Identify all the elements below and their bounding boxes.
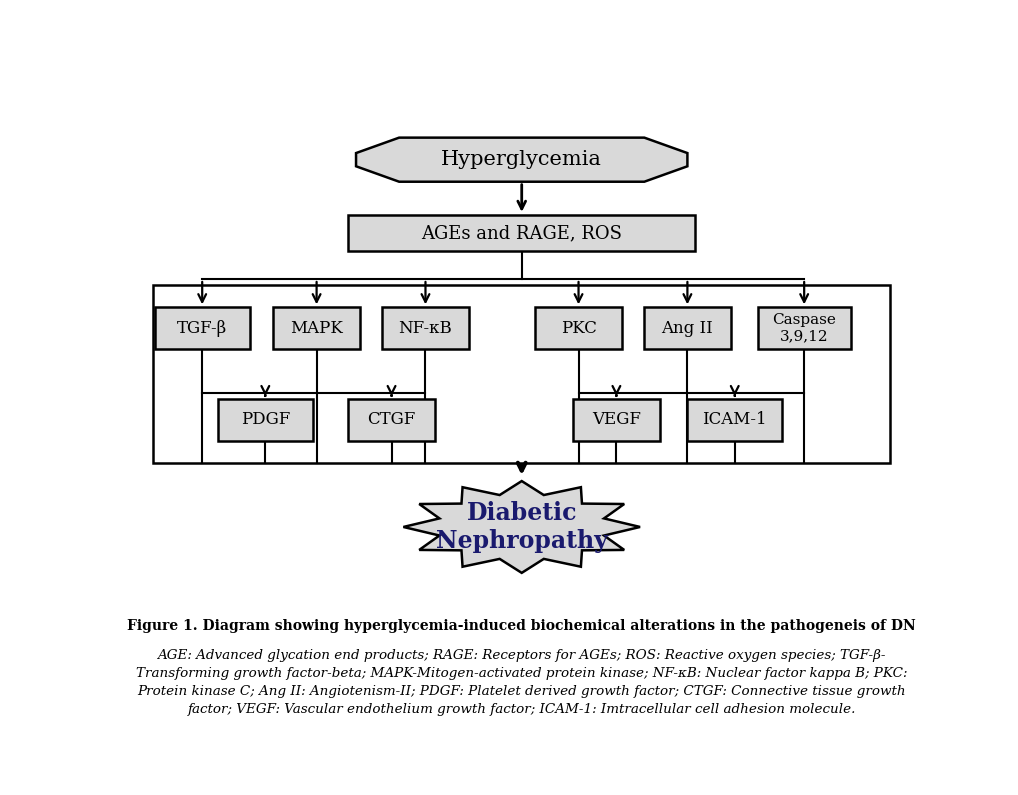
Text: Figure 1. Diagram showing hyperglycemia-induced biochemical alterations in the p: Figure 1. Diagram showing hyperglycemia-…: [127, 619, 916, 633]
Text: Ang II: Ang II: [662, 320, 714, 336]
Text: Diabetic
Nephropathy: Diabetic Nephropathy: [436, 501, 608, 553]
FancyBboxPatch shape: [757, 307, 851, 349]
FancyBboxPatch shape: [348, 399, 435, 440]
Text: ICAM-1: ICAM-1: [702, 411, 767, 429]
FancyBboxPatch shape: [218, 399, 313, 440]
FancyBboxPatch shape: [573, 399, 660, 440]
Text: Hyperglycemia: Hyperglycemia: [441, 150, 603, 169]
FancyBboxPatch shape: [535, 307, 622, 349]
FancyBboxPatch shape: [273, 307, 360, 349]
FancyBboxPatch shape: [687, 399, 782, 440]
Text: NF-κB: NF-κB: [399, 320, 452, 336]
Polygon shape: [356, 138, 687, 182]
Text: VEGF: VEGF: [591, 411, 641, 429]
Text: PKC: PKC: [561, 320, 597, 336]
FancyBboxPatch shape: [382, 307, 469, 349]
Text: PDGF: PDGF: [240, 411, 290, 429]
Text: TGF-β: TGF-β: [177, 320, 227, 336]
FancyBboxPatch shape: [644, 307, 731, 349]
FancyBboxPatch shape: [348, 215, 695, 251]
Text: MAPK: MAPK: [290, 320, 343, 336]
Text: CTGF: CTGF: [367, 411, 415, 429]
Text: Caspase
3,9,12: Caspase 3,9,12: [773, 313, 836, 343]
Text: AGEs and RAGE, ROS: AGEs and RAGE, ROS: [421, 224, 622, 242]
Text: AGE: Advanced glycation end products; RAGE: Receptors for AGEs; ROS: Reactive ox: AGE: Advanced glycation end products; RA…: [136, 650, 907, 716]
FancyBboxPatch shape: [155, 307, 249, 349]
Polygon shape: [403, 481, 640, 573]
